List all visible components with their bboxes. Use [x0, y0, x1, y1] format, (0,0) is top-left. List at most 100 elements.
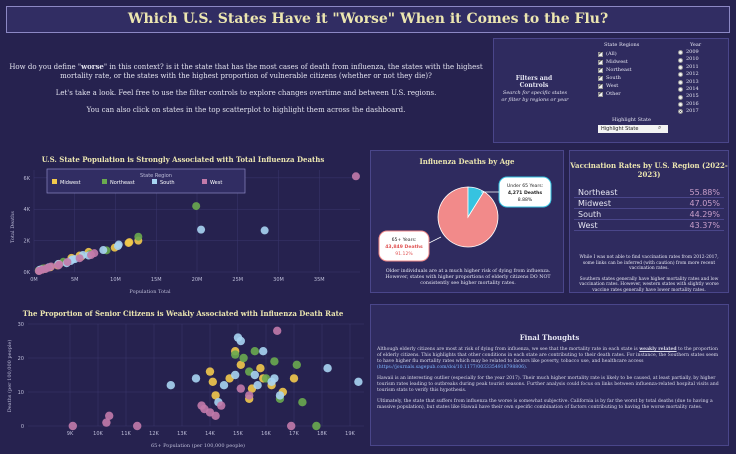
- checkbox[interactable]: [598, 82, 603, 90]
- radio-button[interactable]: [678, 102, 683, 108]
- state-point[interactable]: [236, 360, 245, 369]
- state-point[interactable]: [351, 172, 360, 181]
- state-point[interactable]: [197, 225, 206, 234]
- state-point[interactable]: [192, 202, 201, 211]
- age-deaths-pie[interactable]: Under 65 Years: 4,271 Deaths 8.88% 65+ Y…: [371, 167, 565, 267]
- region-option[interactable]: Midwest: [598, 58, 632, 66]
- state-point[interactable]: [211, 411, 220, 420]
- state-point[interactable]: [253, 381, 262, 390]
- radio-button[interactable]: [678, 72, 683, 78]
- checkbox[interactable]: [598, 90, 603, 98]
- highlight-state-input[interactable]: [598, 125, 668, 133]
- state-point[interactable]: [273, 326, 282, 335]
- state-point[interactable]: [217, 401, 226, 410]
- region-option[interactable]: South: [598, 74, 632, 82]
- x-tick-label: 35M: [314, 277, 325, 283]
- state-point[interactable]: [99, 246, 108, 255]
- pie-slice-under-65[interactable]: [467, 186, 485, 219]
- state-point[interactable]: [68, 421, 78, 431]
- state-point[interactable]: [166, 381, 175, 390]
- state-point[interactable]: [47, 262, 56, 271]
- state-point[interactable]: [75, 254, 84, 263]
- state-point[interactable]: [191, 374, 201, 383]
- radio-button[interactable]: [678, 109, 683, 115]
- search-icon[interactable]: ⌕: [658, 124, 662, 131]
- year-option[interactable]: 2014: [678, 86, 699, 93]
- region-option[interactable]: (All): [598, 50, 632, 58]
- legend-swatch: [152, 179, 157, 184]
- year-option[interactable]: 2015: [678, 93, 699, 100]
- radio-button[interactable]: [678, 57, 683, 63]
- radio-button[interactable]: [678, 79, 683, 85]
- state-point[interactable]: [239, 353, 248, 363]
- state-point[interactable]: [323, 364, 332, 373]
- final-paragraph-2: Hawaii is an interesting outlier (especi…: [377, 376, 719, 393]
- region-option[interactable]: West: [598, 82, 632, 90]
- population-deaths-scatter[interactable]: U.S. State Population is Strongly Associ…: [0, 150, 366, 300]
- state-point[interactable]: [102, 418, 111, 427]
- region-option-label: South: [606, 75, 621, 81]
- state-point[interactable]: [90, 249, 99, 258]
- year-option[interactable]: 2013: [678, 79, 699, 86]
- state-point[interactable]: [354, 377, 363, 386]
- state-point[interactable]: [245, 391, 254, 400]
- checkbox[interactable]: [598, 66, 603, 74]
- year-option[interactable]: 2017: [678, 108, 699, 115]
- senior-deathrate-scatter[interactable]: The Proportion of Senior Citizens is Wea…: [0, 304, 366, 450]
- checkbox[interactable]: [598, 58, 603, 66]
- year-option[interactable]: 2016: [678, 101, 699, 108]
- year-option[interactable]: 2012: [678, 71, 699, 78]
- radio-button[interactable]: [678, 87, 683, 93]
- state-point[interactable]: [259, 347, 268, 356]
- state-point[interactable]: [275, 391, 285, 400]
- year-option[interactable]: 2010: [678, 56, 699, 63]
- state-point[interactable]: [63, 257, 72, 266]
- region-option[interactable]: Other: [598, 90, 632, 98]
- final-p1-emphasis: weakly related: [639, 347, 677, 352]
- checkbox[interactable]: [598, 74, 603, 82]
- state-point[interactable]: [256, 364, 265, 373]
- year-option-label: 2010: [686, 56, 699, 63]
- state-point[interactable]: [236, 336, 245, 346]
- state-point[interactable]: [205, 367, 215, 376]
- state-point[interactable]: [236, 384, 245, 393]
- year-option[interactable]: 2009: [678, 49, 699, 56]
- state-point[interactable]: [312, 421, 321, 431]
- x-tick-label: 13K: [177, 431, 187, 437]
- year-radio-list: 2009 2010 2011 2012 2013 2014 2015 2016 2017: [678, 49, 699, 116]
- x-tick-label: 30M: [273, 277, 284, 283]
- state-point[interactable]: [287, 421, 296, 431]
- state-point[interactable]: [219, 381, 229, 390]
- state-point[interactable]: [208, 377, 217, 386]
- state-point[interactable]: [270, 357, 279, 366]
- state-point[interactable]: [250, 370, 259, 380]
- state-point[interactable]: [105, 411, 114, 420]
- radio-button[interactable]: [678, 50, 683, 56]
- final-source-link[interactable]: (https://journals.sagepub.com/doi/10.117…: [377, 365, 528, 370]
- year-option[interactable]: 2011: [678, 64, 699, 71]
- pie-big-label: 65+ Years:: [392, 237, 417, 243]
- radio-button[interactable]: [678, 94, 683, 100]
- y-tick-label: 2K: [24, 239, 31, 245]
- state-point[interactable]: [289, 374, 299, 383]
- state-point[interactable]: [292, 360, 301, 369]
- dashboard-title: Which U.S. States Have it "Worse" When i…: [6, 6, 730, 33]
- state-point[interactable]: [134, 232, 143, 241]
- state-point[interactable]: [55, 260, 64, 269]
- final-thoughts-panel: Final Thoughts Although elderly citizens…: [370, 304, 729, 446]
- state-point[interactable]: [231, 350, 240, 359]
- state-point[interactable]: [133, 421, 142, 431]
- region-option[interactable]: Northeast: [598, 66, 632, 74]
- state-point[interactable]: [260, 226, 269, 235]
- state-point[interactable]: [114, 240, 123, 249]
- state-point[interactable]: [250, 347, 259, 356]
- state-point[interactable]: [125, 238, 134, 247]
- regions-title: State Regions: [604, 42, 640, 48]
- state-point[interactable]: [270, 374, 279, 383]
- year-option-label: 2013: [686, 78, 699, 85]
- state-point[interactable]: [211, 391, 220, 400]
- state-point[interactable]: [298, 398, 307, 407]
- radio-button[interactable]: [678, 65, 683, 71]
- state-point[interactable]: [231, 370, 240, 380]
- checkbox[interactable]: [598, 50, 603, 58]
